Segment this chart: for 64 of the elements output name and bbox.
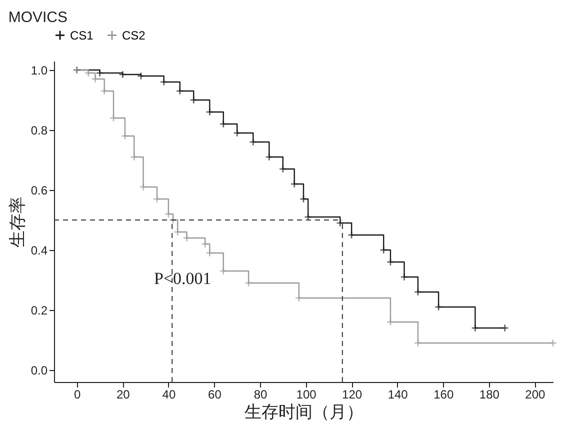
point bbox=[139, 182, 148, 192]
point bbox=[118, 70, 127, 79]
point bbox=[336, 218, 344, 228]
x-tick-label: 60 bbox=[208, 388, 222, 402]
legend-label: CS1 bbox=[70, 28, 94, 42]
point bbox=[500, 324, 509, 332]
point bbox=[434, 302, 443, 312]
x-tick-label: 140 bbox=[388, 388, 408, 402]
point bbox=[548, 338, 558, 348]
point bbox=[153, 194, 162, 204]
x-tick-label: 20 bbox=[116, 388, 130, 402]
chart-title: MOVICS bbox=[8, 9, 68, 26]
x-tick-label: 200 bbox=[525, 388, 546, 402]
point bbox=[386, 258, 394, 266]
point bbox=[249, 138, 258, 146]
legend-label: CS2 bbox=[122, 28, 146, 42]
point bbox=[244, 278, 253, 288]
x-tick-label: 100 bbox=[296, 388, 317, 402]
y-tick-label: 0.0 bbox=[30, 364, 48, 378]
point bbox=[206, 108, 214, 116]
point bbox=[206, 248, 214, 258]
point bbox=[190, 96, 198, 104]
point bbox=[380, 246, 388, 254]
point bbox=[386, 318, 394, 326]
x-tick-label: 160 bbox=[434, 388, 454, 402]
point bbox=[91, 74, 100, 84]
point bbox=[160, 78, 168, 86]
point bbox=[414, 288, 422, 296]
point bbox=[110, 114, 118, 122]
y-tick-label: 0.8 bbox=[30, 124, 48, 138]
point bbox=[219, 120, 228, 128]
point bbox=[182, 234, 191, 242]
y-tick-label: 0.4 bbox=[30, 244, 48, 258]
x-tick-label: 40 bbox=[162, 388, 176, 402]
point bbox=[130, 152, 138, 162]
point bbox=[136, 72, 145, 80]
point bbox=[400, 272, 408, 282]
x-tick-label: 80 bbox=[254, 388, 268, 402]
point bbox=[120, 132, 129, 140]
y-axis-title: 生存率 bbox=[8, 196, 27, 248]
point bbox=[348, 230, 356, 240]
y-tick-label: 0.6 bbox=[30, 184, 48, 198]
point bbox=[278, 164, 287, 174]
point bbox=[233, 128, 242, 138]
y-tick-label: 1.0 bbox=[30, 64, 48, 78]
point bbox=[201, 240, 210, 248]
point bbox=[219, 266, 228, 276]
x-tick-label: 180 bbox=[479, 388, 500, 402]
y-tick-label: 0.2 bbox=[30, 304, 48, 318]
x-axis-title: 生存时间（月） bbox=[244, 402, 364, 422]
point bbox=[174, 228, 182, 236]
point bbox=[176, 86, 184, 96]
point bbox=[265, 152, 274, 162]
point bbox=[100, 86, 108, 96]
point bbox=[290, 180, 298, 188]
point bbox=[471, 324, 480, 332]
x-tick-label: 0 bbox=[74, 388, 82, 402]
x-tick-label: 120 bbox=[342, 388, 362, 402]
annotation: P<0.001 bbox=[154, 269, 212, 288]
point bbox=[294, 294, 303, 302]
point bbox=[299, 194, 308, 204]
point bbox=[414, 338, 422, 348]
point bbox=[84, 68, 92, 78]
point bbox=[96, 68, 104, 78]
